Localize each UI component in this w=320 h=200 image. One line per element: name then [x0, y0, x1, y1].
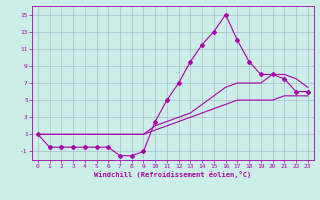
X-axis label: Windchill (Refroidissement éolien,°C): Windchill (Refroidissement éolien,°C): [94, 171, 252, 178]
